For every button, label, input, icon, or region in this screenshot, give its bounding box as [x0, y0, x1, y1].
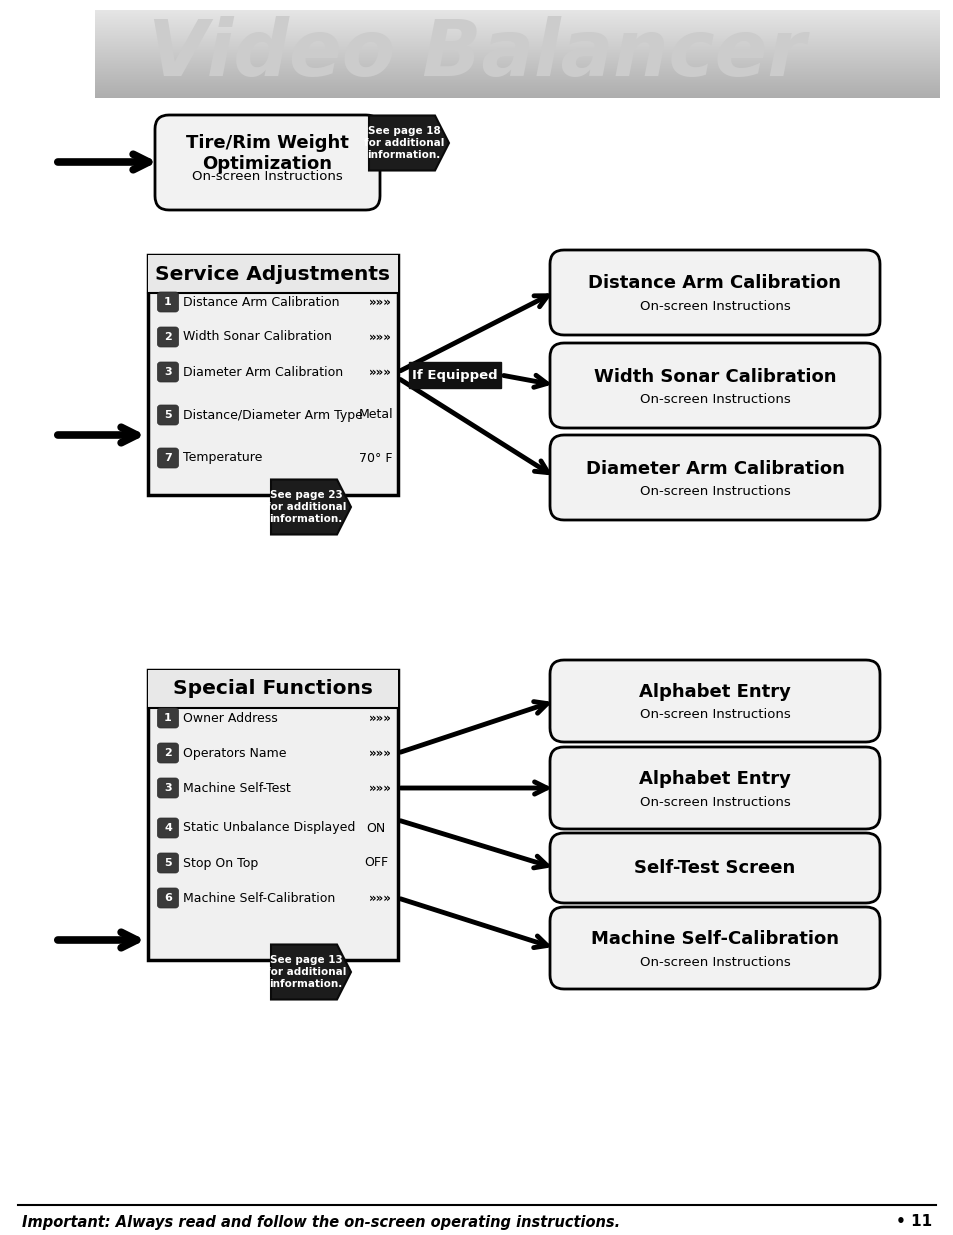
Polygon shape [271, 945, 351, 999]
Text: Alphabet Entry: Alphabet Entry [639, 769, 790, 788]
FancyBboxPatch shape [550, 249, 879, 335]
Text: Alphabet Entry: Alphabet Entry [639, 683, 790, 701]
FancyBboxPatch shape [550, 906, 879, 989]
Bar [409, 362, 500, 388]
Text: • 11: • 11 [895, 1214, 931, 1230]
Text: Machine Self-Calibration: Machine Self-Calibration [590, 930, 838, 948]
FancyBboxPatch shape [154, 115, 379, 210]
Text: Temperature: Temperature [183, 452, 262, 464]
Text: »»»: »»» [368, 331, 391, 343]
Text: 2: 2 [164, 748, 172, 758]
Text: If Equipped: If Equipped [412, 368, 497, 382]
Text: 3: 3 [164, 367, 172, 377]
Text: On-screen Instructions: On-screen Instructions [639, 393, 789, 406]
Text: »»»: »»» [368, 366, 391, 378]
Text: ON: ON [366, 821, 385, 835]
Text: Owner Address: Owner Address [183, 711, 277, 725]
Text: On-screen Instructions: On-screen Instructions [192, 170, 342, 183]
Text: Width Sonar Calibration: Width Sonar Calibration [593, 368, 836, 385]
FancyBboxPatch shape [157, 778, 178, 798]
Text: 5: 5 [164, 858, 172, 868]
Text: See page 13
for additional
information.: See page 13 for additional information. [266, 955, 346, 989]
Text: See page 18
for additional
information.: See page 18 for additional information. [363, 126, 444, 161]
Polygon shape [369, 116, 449, 170]
Text: »»»: »»» [368, 782, 391, 794]
Text: On-screen Instructions: On-screen Instructions [639, 795, 789, 809]
Text: Width Sonar Calibration: Width Sonar Calibration [183, 331, 332, 343]
FancyBboxPatch shape [550, 659, 879, 742]
Text: Special Functions: Special Functions [172, 679, 373, 699]
FancyBboxPatch shape [550, 435, 879, 520]
Text: On-screen Instructions: On-screen Instructions [639, 485, 789, 498]
FancyBboxPatch shape [157, 362, 178, 382]
Text: 4: 4 [164, 823, 172, 832]
FancyBboxPatch shape [157, 405, 178, 425]
Text: »»»: »»» [368, 892, 391, 904]
FancyBboxPatch shape [157, 853, 178, 873]
Polygon shape [271, 479, 351, 535]
Text: 70° F: 70° F [359, 452, 393, 464]
FancyBboxPatch shape [157, 708, 178, 727]
Text: 1: 1 [164, 713, 172, 722]
Text: Distance/Diameter Arm Type: Distance/Diameter Arm Type [183, 409, 362, 421]
Text: »»»: »»» [368, 746, 391, 760]
Text: Stop On Top: Stop On Top [183, 857, 258, 869]
Text: On-screen Instructions: On-screen Instructions [639, 300, 789, 312]
FancyBboxPatch shape [550, 343, 879, 429]
Text: See page 23
for additional
information.: See page 23 for additional information. [266, 489, 346, 525]
Text: OFF: OFF [363, 857, 388, 869]
Text: Operators Name: Operators Name [183, 746, 286, 760]
FancyBboxPatch shape [157, 291, 178, 312]
Text: Video Balancer: Video Balancer [148, 16, 805, 91]
FancyBboxPatch shape [157, 888, 178, 908]
FancyBboxPatch shape [550, 747, 879, 829]
FancyBboxPatch shape [157, 448, 178, 468]
Bar [148, 671, 397, 960]
FancyBboxPatch shape [157, 818, 178, 839]
Text: On-screen Instructions: On-screen Instructions [639, 709, 789, 721]
Text: Distance Arm Calibration: Distance Arm Calibration [183, 295, 339, 309]
FancyBboxPatch shape [157, 743, 178, 763]
Text: Diameter Arm Calibration: Diameter Arm Calibration [183, 366, 343, 378]
Text: Important: Always read and follow the on-screen operating instructions.: Important: Always read and follow the on… [22, 1214, 619, 1230]
Text: On-screen Instructions: On-screen Instructions [639, 956, 789, 968]
Text: »»»: »»» [368, 711, 391, 725]
Text: »»»: »»» [368, 295, 391, 309]
Text: Distance Arm Calibration: Distance Arm Calibration [588, 274, 841, 293]
Text: Diameter Arm Calibration: Diameter Arm Calibration [585, 459, 843, 478]
Text: Machine Self-Calibration: Machine Self-Calibration [183, 892, 335, 904]
Text: 3: 3 [164, 783, 172, 793]
Text: Machine Self-Test: Machine Self-Test [183, 782, 291, 794]
Text: Self-Test Screen: Self-Test Screen [634, 860, 795, 877]
Bar [148, 671, 397, 708]
FancyBboxPatch shape [550, 832, 879, 903]
Bar [148, 254, 397, 293]
Text: 5: 5 [164, 410, 172, 420]
Text: Static Unbalance Displayed: Static Unbalance Displayed [183, 821, 355, 835]
Text: 7: 7 [164, 453, 172, 463]
Text: Tire/Rim Weight
Optimization: Tire/Rim Weight Optimization [186, 135, 349, 173]
Bar [148, 254, 397, 495]
FancyBboxPatch shape [157, 327, 178, 347]
Text: Service Adjustments: Service Adjustments [155, 264, 390, 284]
Text: 6: 6 [164, 893, 172, 903]
Text: Metal: Metal [358, 409, 393, 421]
Text: 1: 1 [164, 296, 172, 308]
Text: 2: 2 [164, 332, 172, 342]
